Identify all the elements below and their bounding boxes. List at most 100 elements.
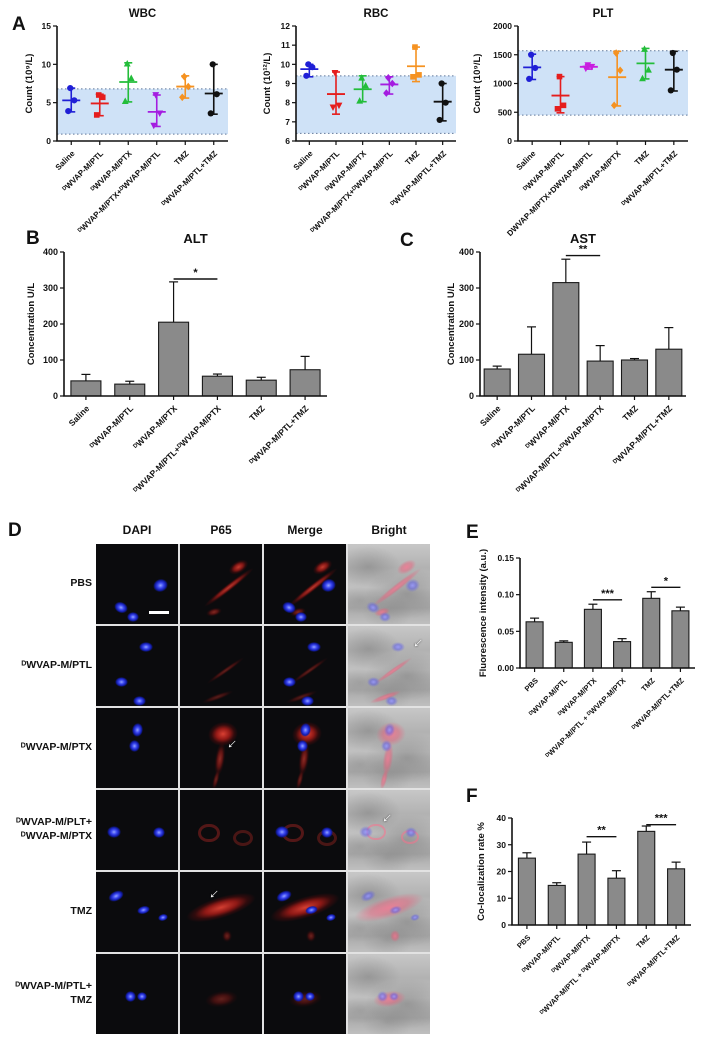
cell-nucleus bbox=[111, 599, 130, 616]
p65-stain bbox=[205, 606, 224, 618]
svg-text:TMZ: TMZ bbox=[634, 933, 652, 951]
svg-text:RBC: RBC bbox=[364, 8, 389, 20]
pointer-arrow-icon: → bbox=[408, 633, 430, 657]
column-header-merge: Merge bbox=[287, 523, 323, 537]
cell-nucleus bbox=[152, 827, 166, 838]
svg-text:400: 400 bbox=[43, 247, 58, 257]
svg-text:15: 15 bbox=[42, 21, 52, 31]
panel-letter-b: B bbox=[26, 228, 41, 249]
svg-text:TMZ: TMZ bbox=[247, 403, 266, 422]
micro-image-merge-row5 bbox=[264, 872, 346, 952]
cell-nucleus bbox=[376, 991, 389, 1002]
svg-text:Saline: Saline bbox=[67, 403, 92, 428]
micro-image-bright-row1 bbox=[348, 544, 430, 624]
svg-text:40: 40 bbox=[497, 813, 507, 823]
micro-image-merge-row6 bbox=[264, 954, 346, 1034]
svg-text:ᴰWVAP-M/PTL+TMZ: ᴰWVAP-M/PTL+TMZ bbox=[630, 676, 686, 732]
micro-image-merge-row3 bbox=[264, 708, 346, 788]
cell-nucleus bbox=[385, 696, 398, 706]
svg-text:**: ** bbox=[579, 244, 588, 256]
micro-image-bright-row2: → bbox=[348, 626, 430, 706]
alt-bar-chart: 0 100 200 300 400 Saline ᴰWVAP-M/PTL ᴰWVAP-M/PT… bbox=[22, 226, 352, 511]
panel-letter-d: D bbox=[8, 520, 23, 541]
cell-nucleus bbox=[129, 739, 140, 752]
svg-text:WBC: WBC bbox=[129, 8, 156, 20]
RBC-svg: 6789101112SalineᴰWVAP-M/PTLᴰWVAP-M/PTXᴰW… bbox=[262, 8, 456, 235]
micro-image-p65-row2 bbox=[180, 626, 262, 706]
svg-text:2000: 2000 bbox=[493, 21, 512, 31]
scale-bar bbox=[149, 611, 169, 614]
cell-nucleus bbox=[304, 991, 316, 1002]
ast-bar-chart: 0 100 200 300 400 Saline ᴰWVAP-M/PTL ᴰWVAP-M/PT… bbox=[398, 226, 700, 511]
svg-text:Concentration U/L: Concentration U/L bbox=[26, 283, 37, 366]
cell-nucleus bbox=[301, 696, 314, 706]
svg-text:300: 300 bbox=[43, 283, 58, 293]
svg-text:6: 6 bbox=[285, 136, 290, 146]
panel-letter-e: E bbox=[466, 522, 480, 543]
micro-image-bright-row3 bbox=[348, 708, 430, 788]
PLT-svg: 0500100015002000SalineᴰWVAP-M/PTLDWVAP-M… bbox=[472, 8, 688, 238]
cell-nucleus bbox=[156, 912, 169, 923]
svg-text:7: 7 bbox=[285, 117, 290, 127]
micro-image-p65-row3: → bbox=[180, 708, 262, 788]
svg-text:ᴰWVAP-M/PTL+TMZ: ᴰWVAP-M/PTL+TMZ bbox=[620, 149, 679, 208]
svg-text:***: *** bbox=[601, 588, 615, 600]
svg-text:10: 10 bbox=[497, 893, 507, 903]
svg-text:8: 8 bbox=[285, 98, 290, 108]
panel-letter-c: C bbox=[400, 230, 415, 251]
cell-nucleus bbox=[320, 827, 334, 838]
cell-nucleus bbox=[297, 739, 308, 752]
svg-text:PBS: PBS bbox=[515, 933, 532, 950]
cell-nucleus bbox=[275, 825, 289, 838]
svg-text:Fluorescence intensity (a.u.): Fluorescence intensity (a.u.) bbox=[478, 549, 489, 677]
cell-nucleus bbox=[114, 676, 128, 688]
cell-nucleus bbox=[136, 991, 148, 1002]
cell-nucleus bbox=[127, 612, 139, 622]
svg-text:*: * bbox=[664, 575, 669, 587]
svg-text:200: 200 bbox=[43, 319, 58, 329]
svg-text:ᴰWVAP-M/PTL+TMZ: ᴰWVAP-M/PTL+TMZ bbox=[160, 149, 219, 208]
micro-row-label: ᴰWVAP-M/PLT+ ᴰWVAP-M/PTX bbox=[16, 816, 92, 842]
micro-image-p65-row6 bbox=[180, 954, 262, 1034]
panel-letter-a: A bbox=[12, 14, 27, 35]
column-header-dapi: DAPI bbox=[122, 523, 152, 537]
AST-svg: 0100200300400SalineᴰWVAP-M/PTLᴰWVAP-M/PT… bbox=[446, 231, 686, 495]
cell-nucleus bbox=[107, 888, 126, 904]
svg-text:Saline: Saline bbox=[292, 149, 315, 172]
micro-image-dapi-row4 bbox=[96, 790, 178, 870]
cell-nucleus bbox=[124, 991, 137, 1002]
micro-image-p65-row4 bbox=[180, 790, 262, 870]
p65-stain bbox=[203, 988, 239, 1010]
svg-text:12: 12 bbox=[281, 21, 291, 31]
svg-text:0: 0 bbox=[469, 391, 474, 401]
p65-stain bbox=[210, 768, 222, 788]
micro-image-dapi-row2 bbox=[96, 626, 178, 706]
svg-text:TMZ: TMZ bbox=[173, 149, 191, 167]
svg-text:Saline: Saline bbox=[478, 403, 503, 428]
WBC-svg: 051015SalineᴰWVAP-M/PTLᴰWVAP-M/PTXᴰWVAP-… bbox=[24, 8, 228, 235]
micro-image-p65-row5: → bbox=[180, 872, 262, 952]
micro-image-bright-row4: → bbox=[348, 790, 430, 870]
cell-nucleus bbox=[307, 641, 321, 652]
svg-text:*: * bbox=[193, 267, 198, 279]
micro-image-dapi-row6 bbox=[96, 954, 178, 1034]
svg-text:0: 0 bbox=[53, 391, 58, 401]
cell-nucleus bbox=[131, 722, 145, 738]
p65-stain bbox=[205, 655, 245, 685]
ALT-svg: 0 100 200 300 400 SalineᴰWVAP-M/PTLᴰWVAP-M/PT… bbox=[26, 231, 327, 495]
panel-letter-f: F bbox=[466, 786, 479, 807]
svg-text:1500: 1500 bbox=[493, 50, 512, 60]
svg-text:30: 30 bbox=[497, 840, 507, 850]
p65-stain bbox=[232, 829, 253, 846]
svg-text:0.15: 0.15 bbox=[497, 553, 514, 563]
svg-text:Co-localization rate %: Co-localization rate % bbox=[476, 822, 487, 921]
cell-nucleus bbox=[408, 912, 421, 923]
cell-nucleus bbox=[366, 676, 380, 688]
svg-text:10: 10 bbox=[42, 59, 52, 69]
colocalization-bar-chart: 0 10 20 30 40 PBS ᴰWVAP-M/PTL ᴰWVAP-M/PTX ᴰWVAP-… bbox=[470, 804, 701, 1041]
svg-text:0: 0 bbox=[507, 136, 512, 146]
p65-stain bbox=[221, 929, 232, 943]
svg-text:ᴰWVAP-M/PTL: ᴰWVAP-M/PTL bbox=[88, 403, 135, 450]
micro-image-bright-row6 bbox=[348, 954, 430, 1034]
